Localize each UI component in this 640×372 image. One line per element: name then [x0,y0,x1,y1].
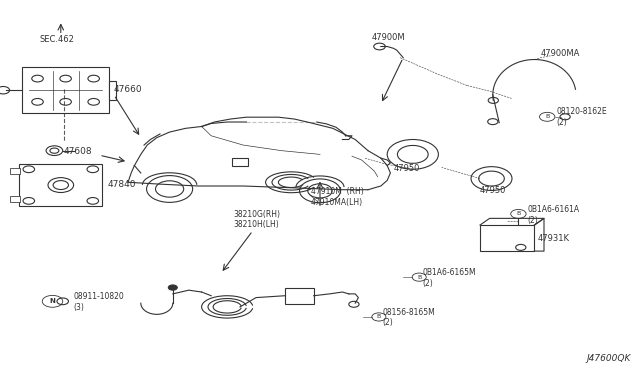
FancyBboxPatch shape [19,164,102,206]
FancyBboxPatch shape [10,196,20,202]
Text: 08911-10820
(3): 08911-10820 (3) [74,292,124,312]
Text: 47660: 47660 [114,85,143,94]
Text: 47950: 47950 [394,164,420,173]
Text: 0B1A6-6165M
(2): 0B1A6-6165M (2) [422,268,476,288]
Text: 47840: 47840 [108,180,136,189]
Text: B: B [377,314,381,320]
Text: 38210G(RH)
38210H(LH): 38210G(RH) 38210H(LH) [234,210,280,229]
Text: 47950: 47950 [480,186,506,195]
FancyBboxPatch shape [22,67,109,113]
Text: 47931K: 47931K [538,234,570,243]
FancyBboxPatch shape [10,168,20,174]
Text: SEC.462: SEC.462 [40,35,74,44]
Text: 08120-8162E
(2): 08120-8162E (2) [557,108,607,127]
Circle shape [168,285,177,290]
Text: 08156-8165M
(2): 08156-8165M (2) [382,308,435,327]
Text: 0B1A6-6161A
(2): 0B1A6-6161A (2) [527,205,579,225]
FancyBboxPatch shape [109,81,116,100]
Text: B: B [516,211,520,217]
Text: B: B [545,114,549,119]
FancyBboxPatch shape [285,288,314,304]
FancyBboxPatch shape [480,225,534,251]
Text: B: B [417,275,421,280]
Text: N: N [49,298,56,304]
Text: 47900M: 47900M [371,33,405,42]
Text: J47600QK: J47600QK [586,354,630,363]
Text: 47900MA: 47900MA [541,49,580,58]
FancyBboxPatch shape [232,158,248,166]
Text: 47910M  (RH)
47910MA(LH): 47910M (RH) 47910MA(LH) [311,187,364,207]
Text: 47608: 47608 [64,147,93,156]
